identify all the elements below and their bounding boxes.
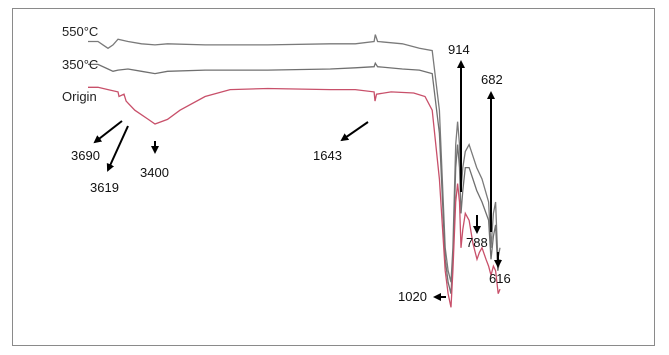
annotation-682: 682 — [481, 72, 503, 87]
annotation-3619: 3619 — [90, 180, 119, 195]
series-layer — [88, 34, 501, 308]
annotation-616: 616 — [489, 271, 511, 286]
series-label-origin: Origin — [62, 89, 97, 104]
annotation-914: 914 — [448, 42, 470, 57]
arrow-3619 — [106, 125, 129, 172]
series-label-550: 550°C — [62, 24, 98, 39]
annotation-1643: 1643 — [313, 148, 342, 163]
annotation-3400: 3400 — [140, 165, 169, 180]
annotation-3690: 3690 — [71, 148, 100, 163]
annotation-788: 788 — [466, 235, 488, 250]
arrow-1643 — [340, 121, 369, 142]
series-line-2 — [88, 86, 501, 308]
series-line-0 — [88, 34, 501, 283]
series-label-350: 350°C — [62, 57, 98, 72]
series-line-1 — [88, 61, 501, 294]
annotation-arrows — [93, 60, 502, 301]
arrow-3690 — [93, 120, 123, 144]
annotation-1020: 1020 — [398, 289, 427, 304]
chart-frame — [12, 8, 655, 346]
